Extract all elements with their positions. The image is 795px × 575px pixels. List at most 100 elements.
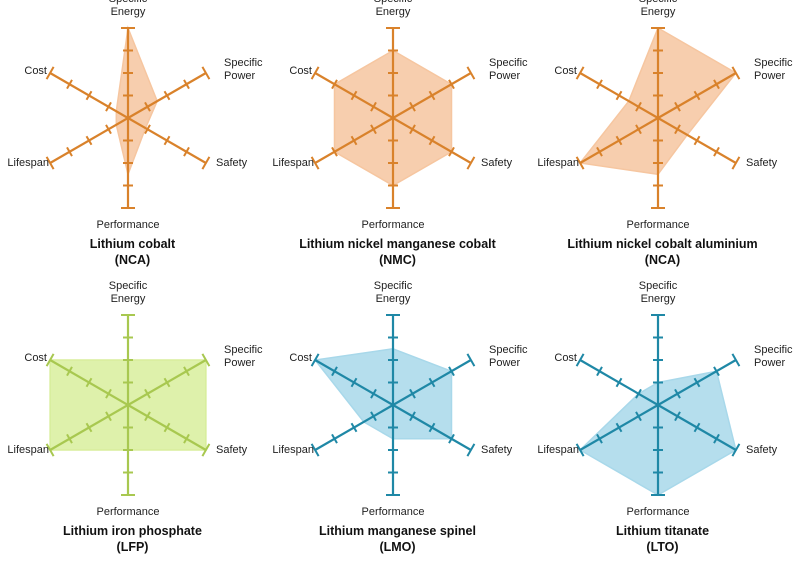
radar-axis-tick	[615, 422, 623, 433]
radar-axis-tick	[331, 433, 338, 444]
radar-axis-tick	[448, 146, 455, 157]
radar-axis-label-power: Specific Power	[489, 57, 528, 82]
radar-axis-label-cost: Cost	[24, 352, 47, 364]
chemistry-name: Lithium nickel cobalt aluminium	[567, 237, 758, 251]
radar-axis-tick	[448, 79, 455, 90]
radar-axis-tick	[575, 353, 585, 367]
radar-axis-tick	[45, 353, 55, 367]
chemistry-abbreviation: (NCA)	[114, 253, 151, 267]
chemistry-caption: Lithium nickel cobalt aluminium (NCA)	[530, 236, 795, 268]
radar-axis-tick	[105, 411, 112, 422]
radar-axis-tick	[66, 366, 73, 377]
radar-axis-label-cost: Cost	[24, 65, 47, 77]
radar-axis-tick	[693, 135, 701, 146]
radar-axis-tick	[66, 79, 73, 90]
radar-axis-tick	[731, 353, 741, 367]
radar-axis-label-performance: Performance	[97, 506, 160, 518]
radar-axis-label-power: Specific Power	[754, 57, 793, 82]
radar-axis-label-power: Specific Power	[224, 344, 263, 369]
radar-axis-tick	[466, 353, 476, 367]
radar-axis-label-power: Specific Power	[754, 344, 793, 369]
radar-axis-tick	[310, 443, 320, 457]
radar-axis-label-power: Specific Power	[224, 57, 263, 82]
radar-axis-tick	[409, 388, 416, 399]
radar-axis-tick	[409, 411, 416, 422]
radar-axis-tick	[331, 146, 338, 157]
radar-axis-label-lifespan: Lifespan	[537, 157, 579, 169]
radar-axis-tick	[85, 377, 93, 388]
radar-axis-tick	[713, 433, 720, 444]
radar-axis-tick	[596, 433, 603, 444]
radar-axis-tick	[370, 101, 377, 112]
chemistry-abbreviation: (LFP)	[116, 540, 149, 554]
radar-axis-tick	[350, 135, 358, 146]
radar-axis-tick	[409, 124, 416, 135]
radar-axis-tick	[635, 388, 642, 399]
radar-axis-tick	[615, 135, 623, 146]
radar-axis-tick	[144, 101, 151, 112]
chemistry-name: Lithium titanate	[615, 524, 710, 538]
radar-axis-tick	[370, 411, 377, 422]
radar-axis-tick	[144, 124, 151, 135]
radar-axis-tick	[466, 66, 476, 80]
radar-axis-label-safety: Safety	[746, 157, 778, 169]
radar-axis-label-performance: Performance	[627, 506, 690, 518]
radar-axis-tick	[635, 411, 642, 422]
radar-axis-tick	[713, 146, 720, 157]
radar-axis-label-safety: Safety	[481, 157, 513, 169]
radar-axis-tick	[45, 443, 55, 457]
chemistry-caption: Lithium titanate (LTO)	[530, 523, 795, 555]
radar-axis-tick	[310, 66, 320, 80]
radar-axis-tick	[66, 146, 73, 157]
radar-axis-tick	[448, 366, 455, 377]
radar-axis-tick	[183, 146, 190, 157]
radar-axis-tick	[428, 90, 436, 101]
radar-value-polygon	[115, 25, 159, 177]
radar-axis-tick	[713, 366, 720, 377]
radar-axis-tick	[466, 443, 476, 457]
radar-axis-tick	[575, 443, 585, 457]
radar-axis-tick	[615, 377, 623, 388]
radar-axis-tick	[163, 377, 171, 388]
radar-axis-tick	[635, 124, 642, 135]
radar-axis-tick	[201, 66, 211, 80]
chemistry-name: Lithium iron phosphate	[63, 524, 202, 538]
chemistry-abbreviation: (NMC)	[379, 253, 416, 267]
radar-axis-tick	[331, 79, 338, 90]
radar-axis-tick	[163, 422, 171, 433]
radar-axis-tick	[674, 388, 681, 399]
chemistry-caption: Lithium cobalt (NCA)	[0, 236, 265, 268]
radar-axis-label-lifespan: Lifespan	[7, 157, 49, 169]
chemistry-caption: Lithium manganese spinel (LMO)	[265, 523, 530, 555]
chemistry-abbreviation: (LMO)	[379, 540, 416, 554]
radar-axis-tick	[428, 377, 436, 388]
radar-axis-label-safety: Safety	[746, 444, 778, 456]
chemistry-name: Lithium nickel manganese cobalt	[299, 237, 496, 251]
radar-axis-tick	[635, 101, 642, 112]
radar-axis-label-safety: Safety	[481, 444, 513, 456]
radar-axis-tick	[596, 79, 603, 90]
radar-axis-tick	[201, 353, 211, 367]
radar-axis-tick	[310, 156, 320, 170]
radar-axis-tick	[183, 433, 190, 444]
radar-axis-tick	[66, 433, 73, 444]
radar-axis-tick	[615, 90, 623, 101]
radar-axis-tick	[466, 156, 476, 170]
radar-axis-label-lifespan: Lifespan	[537, 444, 579, 456]
radar-axis-tick	[350, 90, 358, 101]
radar-axis-label-cost: Cost	[289, 65, 312, 77]
